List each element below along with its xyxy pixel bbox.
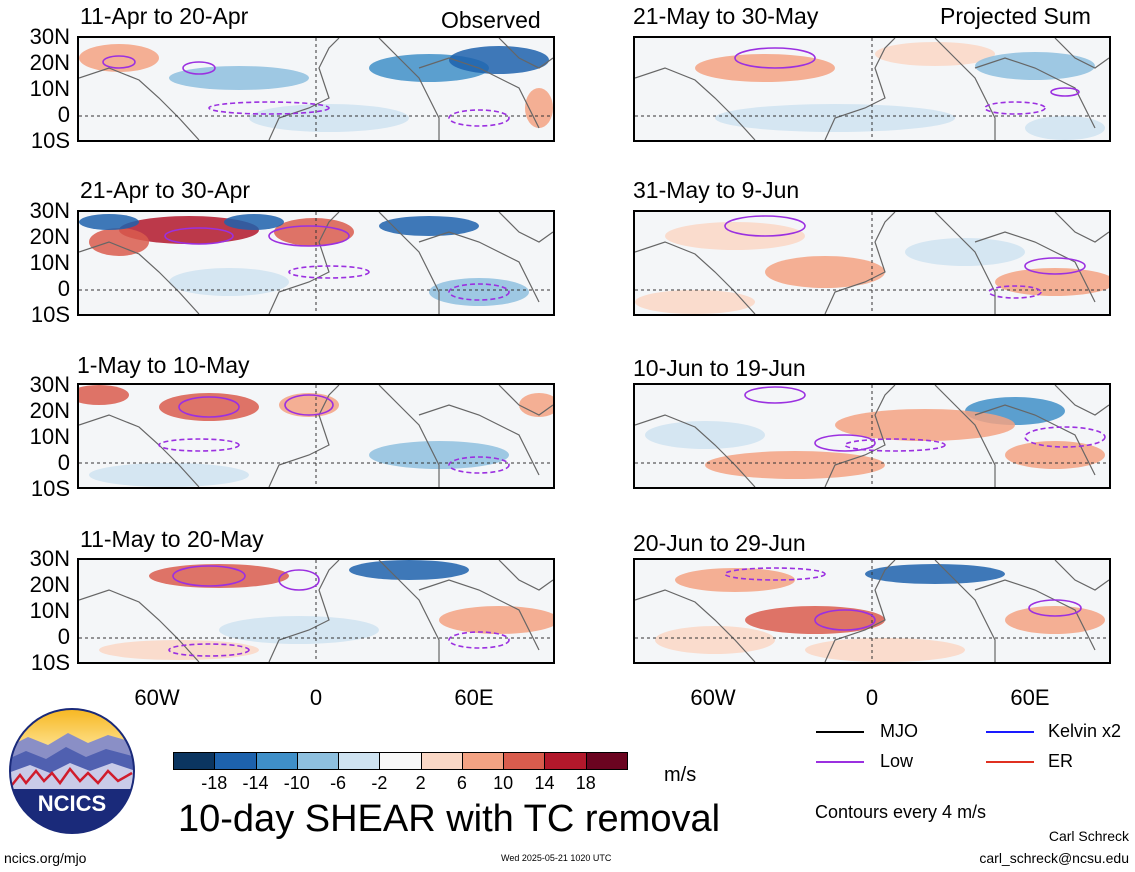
colorbar-tick-label: 6 <box>456 773 467 793</box>
colorbar-tick-label: 14 <box>534 773 555 793</box>
logo-text: NCICS <box>38 791 106 816</box>
map-panel-3 <box>77 383 555 489</box>
colorbar-swatch <box>255 752 298 770</box>
lat-label-20n: 20N <box>29 572 70 597</box>
panel-title-1: 11-Apr to 20-Apr <box>80 3 249 29</box>
colorbar-tick-label: 10 <box>493 773 514 793</box>
lat-label-10s: 10S <box>30 302 70 327</box>
colorbar-tick-label: 2 <box>415 773 426 793</box>
kelvin-legend-label: Kelvin x2 <box>1048 721 1122 741</box>
colorbar-tick-label: -6 <box>330 773 347 793</box>
lon-label-0-left: 0 <box>309 685 323 710</box>
panel-title-5: 21-May to 30-May <box>633 3 819 29</box>
colorbar-tick-label: -10 <box>283 773 310 793</box>
map-panel-1 <box>77 36 555 142</box>
contours-note: Contours every 4 m/s <box>815 802 987 822</box>
colorbar-tick-label: -2 <box>371 773 388 793</box>
map-panel-5 <box>633 36 1111 142</box>
colorbar-swatch <box>461 752 505 770</box>
panel-title-8: 20-Jun to 29-Jun <box>633 530 806 556</box>
panel-title-4: 11-May to 20-May <box>80 526 264 552</box>
mjo-line-swatch <box>816 731 864 733</box>
shear-map-graphic <box>79 212 553 314</box>
colorbar-swatch <box>338 752 381 770</box>
lon-label-0-right: 0 <box>865 685 879 710</box>
colorbar-tick-label: 18 <box>575 773 596 793</box>
colorbar-tick-label: -18 <box>201 773 228 793</box>
colorbar-swatch <box>544 752 587 770</box>
low-line-swatch <box>816 761 864 763</box>
shear-map-graphic <box>635 385 1109 487</box>
lat-label-20n: 20N <box>29 50 70 75</box>
lon-label-60e-left: 60E <box>454 685 494 710</box>
kelvin-line-swatch <box>986 731 1034 733</box>
colorbar-swatch <box>503 752 546 770</box>
shear-map-graphic <box>635 212 1109 314</box>
lon-label-60w-right: 60W <box>690 685 736 710</box>
lon-label-60w-left: 60W <box>134 685 180 710</box>
lat-label-10n: 10N <box>29 598 70 623</box>
observed-label: Observed <box>441 7 541 33</box>
footer-timestamp: Wed 2025-05-21 1020 UTC <box>501 853 612 863</box>
lat-label-20n: 20N <box>29 224 70 249</box>
colorbar-swatch <box>214 752 257 770</box>
lat-label-10s: 10S <box>30 476 70 501</box>
map-panel-8 <box>633 558 1111 664</box>
lat-label-10n: 10N <box>29 424 70 449</box>
lat-label-30n: 30N <box>29 24 70 49</box>
lon-label-60e-right: 60E <box>1010 685 1050 710</box>
lat-label-eq: 0 <box>57 624 70 649</box>
ncics-logo: NCICS <box>8 707 136 835</box>
lat-label-eq: 0 <box>57 102 70 127</box>
map-panel-2 <box>77 210 555 316</box>
lat-label-10n: 10N <box>29 76 70 101</box>
lat-label-10n: 10N <box>29 250 70 275</box>
er-legend-label: ER <box>1048 751 1074 771</box>
colorbar-unit: m/s <box>664 764 697 786</box>
main-title: 10-day SHEAR with TC removal <box>178 798 721 840</box>
lat-label-30n: 30N <box>29 372 70 397</box>
footer-author: Carl Schreck <box>1048 828 1129 844</box>
footer-url[interactable]: ncics.org/mjo <box>4 850 87 866</box>
panel-title-7: 10-Jun to 19-Jun <box>633 355 806 381</box>
colorbar-swatch <box>379 752 422 770</box>
projected-sum-label: Projected Sum <box>940 3 1091 29</box>
shear-map-graphic <box>79 560 553 662</box>
lat-label-30n: 30N <box>29 546 70 571</box>
colorbar-swatch <box>420 752 463 770</box>
colorbar-swatch <box>173 752 216 770</box>
colorbar-swatch <box>585 752 628 770</box>
shear-map-graphic <box>635 560 1109 662</box>
lat-label-20n: 20N <box>29 398 70 423</box>
colorbar <box>173 752 628 770</box>
lat-label-eq: 0 <box>57 276 70 301</box>
shear-map-graphic <box>79 38 553 140</box>
shear-map-graphic <box>79 385 553 487</box>
er-line-swatch <box>986 761 1034 763</box>
panel-title-3: 1-May to 10-May <box>77 352 250 378</box>
low-legend-label: Low <box>880 751 914 771</box>
panel-title-6: 31-May to 9-Jun <box>633 177 800 203</box>
panel-title-2: 21-Apr to 30-Apr <box>80 177 251 203</box>
map-panel-7 <box>633 383 1111 489</box>
footer-email[interactable]: carl_schreck@ncsu.edu <box>979 850 1129 866</box>
shear-map-graphic <box>635 38 1109 140</box>
colorbar-tick-label: -14 <box>242 773 269 793</box>
mjo-legend-label: MJO <box>880 721 918 741</box>
colorbar-swatch <box>296 752 340 770</box>
lat-label-eq: 0 <box>57 450 70 475</box>
map-panel-6 <box>633 210 1111 316</box>
lat-label-10s: 10S <box>30 128 70 153</box>
lat-label-10s: 10S <box>30 650 70 675</box>
lat-label-30n: 30N <box>29 198 70 223</box>
map-panel-4 <box>77 558 555 664</box>
